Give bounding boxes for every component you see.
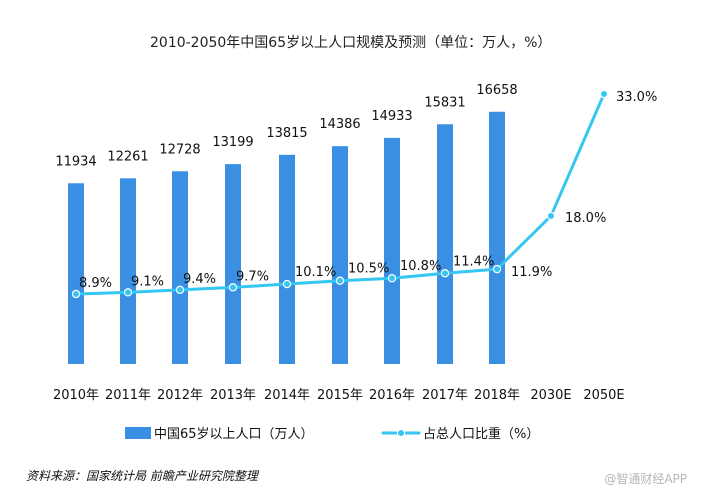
legend-line-marker (396, 428, 406, 438)
bar-2 (172, 171, 188, 364)
bar-label-6: 14933 (371, 109, 412, 124)
x-tick-label-1: 2011年 (105, 388, 151, 403)
bar-4 (279, 154, 295, 364)
x-tick-label-7: 2017年 (422, 388, 468, 403)
line-series (71, 89, 609, 299)
line-point-3 (228, 283, 238, 292)
bar-label-3: 13199 (212, 135, 253, 150)
line-label-4: 10.1% (295, 265, 336, 280)
line-label-6: 10.8% (400, 259, 441, 274)
x-tick-label-0: 2010年 (53, 388, 99, 403)
chart-title: 2010-2050年中国65岁以上人口规模及预测（单位：万人，%） (150, 35, 551, 51)
bar-label-4: 13815 (266, 126, 307, 141)
x-tick-label-10: 2050E (583, 388, 624, 403)
line-point-5 (335, 276, 345, 285)
line-point-10 (599, 89, 609, 99)
line-label-5: 10.5% (348, 262, 389, 277)
line-label-2: 9.4% (183, 272, 216, 287)
line-point-6 (387, 274, 397, 283)
line-point-7 (440, 269, 450, 278)
line-point-9 (546, 211, 556, 221)
bar-label-2: 12728 (159, 142, 200, 157)
bar-0 (68, 183, 84, 364)
x-tick-label-5: 2015年 (317, 388, 363, 403)
bar-label-7: 15831 (424, 95, 465, 110)
bar-7 (437, 124, 453, 365)
bar-value-labels: 11934 12261 12728 13199 13815 14386 14933 15831… (55, 83, 517, 170)
x-tick-label-2: 2012年 (157, 388, 203, 403)
bar-6 (384, 137, 400, 364)
bar-label-8: 16658 (476, 83, 517, 98)
bar-5 (332, 146, 348, 364)
x-tick-label-3: 2013年 (210, 388, 256, 403)
line-point-0 (71, 289, 81, 299)
x-tick-label-4: 2014年 (264, 388, 310, 403)
line-label-0: 8.9% (79, 276, 112, 291)
legend-bar-label: 中国65岁以上人口（万人） (154, 427, 314, 442)
x-tick-label-8: 2018年 (474, 388, 520, 403)
bar-1 (120, 178, 136, 364)
legend-line-label: 占总人口比重（%） (423, 426, 539, 442)
watermark-text: @智通财经APP (604, 472, 687, 486)
line-label-1: 9.1% (131, 274, 164, 289)
legend-bar-swatch (125, 427, 151, 439)
bar-8 (489, 111, 505, 364)
x-tick-label-6: 2016年 (369, 388, 415, 403)
legend: 中国65岁以上人口（万人） 占总人口比重（%） (125, 426, 539, 442)
line-label-10: 33.0% (616, 90, 657, 105)
source-note: 资料来源：国家统计局 前瞻产业研究院整理 (26, 467, 258, 484)
bar-3 (225, 164, 241, 364)
x-axis-tick-labels: 2010年 2011年 2012年 2013年 2014年 2015年 2016年 2017年… (53, 388, 625, 403)
line-label-7: 11.4% (453, 254, 494, 269)
source-text: 资料来源：国家统计局 前瞻产业研究院整理 (26, 469, 258, 483)
bar-label-5: 14386 (319, 117, 360, 132)
line-label-8: 11.9% (511, 265, 552, 280)
line-label-9: 18.0% (565, 211, 606, 226)
bar-label-0: 11934 (55, 154, 96, 169)
x-tick-label-9: 2030E (530, 388, 571, 403)
bar-label-1: 12261 (107, 149, 148, 164)
line-point-1 (123, 288, 133, 297)
line-label-3: 9.7% (236, 269, 269, 284)
bar-series (68, 111, 505, 365)
line-point-4 (282, 279, 292, 289)
line-point-8 (492, 264, 502, 274)
line-value-labels: 8.9% 9.1% 9.4% 9.7% 10.1% 10.5% 10.8% 11.4% 11.9… (79, 90, 657, 291)
line-point-2 (175, 285, 185, 295)
